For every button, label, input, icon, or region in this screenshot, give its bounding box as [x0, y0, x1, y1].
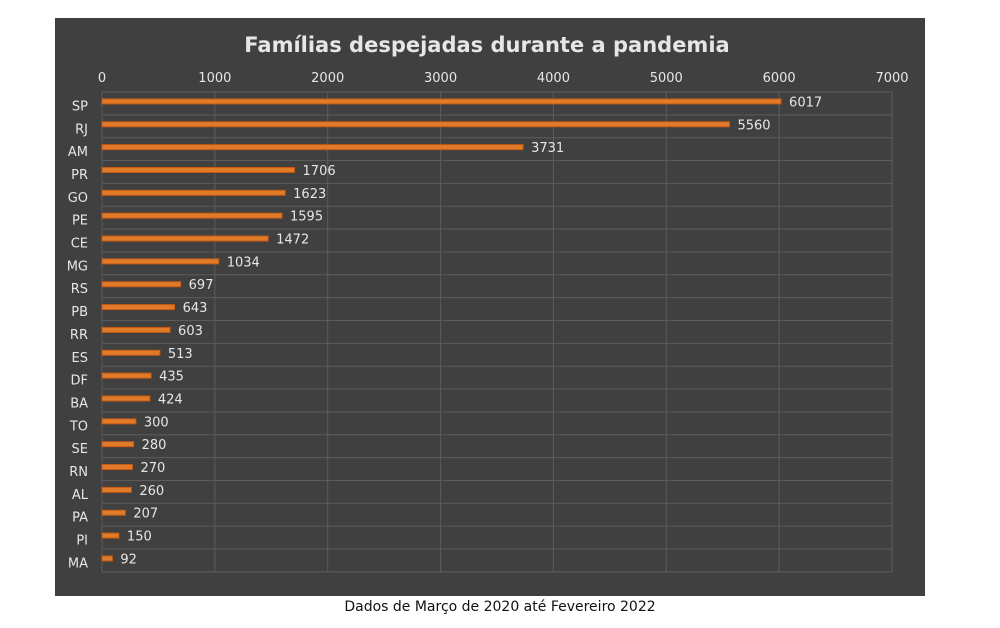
bar-SP	[101, 98, 782, 105]
bar-BA	[101, 395, 151, 402]
bar-PB	[101, 304, 176, 311]
category-label: SE	[72, 442, 88, 457]
data-label: 1472	[276, 233, 309, 248]
bar-RS	[101, 281, 182, 288]
category-label: RJ	[75, 122, 88, 137]
gridlines	[101, 91, 893, 573]
category-label: RS	[71, 282, 88, 297]
bar-ES	[101, 349, 161, 356]
category-label: PB	[71, 305, 88, 320]
data-label: 280	[142, 438, 167, 453]
data-label: 207	[133, 507, 158, 522]
bars	[101, 98, 782, 562]
x-tick-label: 3000	[424, 71, 457, 86]
x-tick-label: 5000	[650, 71, 683, 86]
data-labels: 6017 5560 3731 1706 1623 1595 1472 1034 697 643 60…	[120, 95, 822, 567]
bar-AM	[101, 144, 524, 151]
bar-PA	[101, 509, 126, 516]
bar-MA	[101, 555, 113, 562]
chart-title: Famílias despejadas durante a pandemia	[244, 33, 729, 57]
data-label: 1034	[227, 255, 260, 270]
data-label: 260	[139, 484, 164, 499]
bar-CE	[101, 235, 269, 242]
data-label: 6017	[789, 95, 822, 110]
category-label: MG	[67, 259, 88, 274]
category-label: BA	[70, 396, 88, 411]
x-tick-label: 2000	[311, 71, 344, 86]
bar-PI	[101, 532, 120, 539]
x-tick-label: 1000	[198, 71, 231, 86]
bar-PR	[101, 166, 296, 173]
data-label: 603	[178, 324, 203, 339]
bar-chart: Famílias despejadas durante a pandemia 0…	[67, 33, 909, 573]
data-label: 513	[168, 347, 193, 362]
data-label: 1595	[290, 210, 323, 225]
category-label: GO	[68, 191, 88, 206]
category-label: TO	[69, 419, 88, 434]
data-label: 424	[158, 392, 183, 407]
chart-caption: Dados de Março de 2020 até Fevereiro 202…	[344, 599, 656, 615]
category-label: PI	[76, 534, 88, 549]
category-label: PA	[72, 511, 88, 526]
y-axis-categories: SP RJ AM PR GO PE CE MG RS PB RR ES DF BA TO SE RN AL PA PI…	[67, 99, 89, 571]
category-label: DF	[71, 374, 89, 389]
x-tick-label: 7000	[875, 71, 908, 86]
category-label: AL	[72, 488, 89, 503]
category-label: PR	[71, 168, 88, 183]
x-tick-label: 0	[98, 71, 106, 86]
bar-RR	[101, 326, 171, 333]
bar-AL	[101, 486, 132, 493]
bar-GO	[101, 189, 286, 196]
data-label: 1706	[303, 164, 336, 179]
bar-MG	[101, 258, 220, 265]
data-label: 697	[189, 278, 214, 293]
bar-TO	[101, 418, 137, 425]
category-label: MA	[68, 556, 88, 571]
x-axis-ticks: 0 1000 2000 3000 4000 5000 6000 7000	[98, 71, 909, 86]
data-label: 1623	[293, 187, 326, 202]
data-label: 300	[144, 415, 169, 430]
category-label: RN	[69, 465, 88, 480]
x-tick-label: 4000	[537, 71, 570, 86]
chart-panel: Famílias despejadas durante a pandemia 0…	[55, 18, 925, 596]
category-label: AM	[68, 145, 88, 160]
category-label: PE	[72, 214, 88, 229]
data-label: 270	[140, 461, 165, 476]
category-label: RR	[70, 328, 88, 343]
bar-DF	[101, 372, 152, 379]
x-tick-label: 6000	[763, 71, 796, 86]
data-label: 5560	[737, 118, 770, 133]
data-label: 643	[183, 301, 208, 316]
bar-SE	[101, 441, 135, 448]
data-label: 150	[127, 530, 152, 545]
data-label: 92	[120, 552, 137, 567]
category-label: SP	[72, 99, 88, 114]
bar-PE	[101, 212, 283, 219]
bar-RJ	[101, 121, 730, 128]
bar-RN	[101, 464, 133, 471]
category-label: CE	[71, 237, 88, 252]
data-label: 3731	[531, 141, 564, 156]
data-label: 435	[159, 370, 184, 385]
category-label: ES	[72, 351, 88, 366]
